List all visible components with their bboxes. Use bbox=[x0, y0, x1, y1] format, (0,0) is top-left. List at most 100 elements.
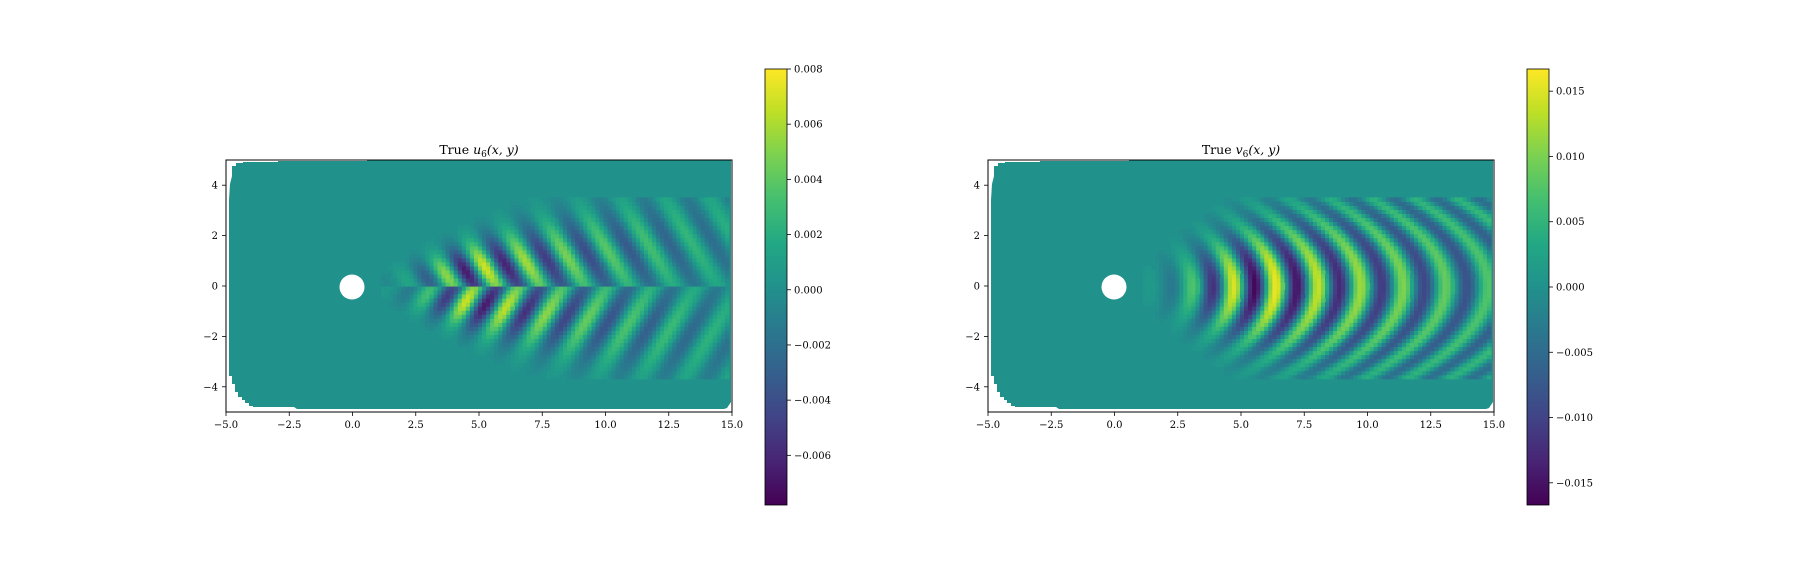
field-cell bbox=[648, 201, 653, 206]
field-cell bbox=[660, 201, 665, 206]
field-cell bbox=[567, 314, 572, 319]
field-cell bbox=[1308, 294, 1314, 299]
field-cell bbox=[1276, 338, 1282, 344]
field-cell bbox=[1227, 358, 1233, 364]
field-cell bbox=[1195, 338, 1201, 344]
field-cell bbox=[473, 241, 479, 247]
field-cell bbox=[615, 257, 621, 263]
field-cell bbox=[1248, 290, 1253, 295]
field-cell bbox=[615, 338, 621, 344]
field-cell bbox=[498, 358, 503, 364]
field-cell bbox=[1244, 362, 1249, 368]
field-cell bbox=[648, 221, 653, 227]
field-cell bbox=[643, 205, 649, 210]
field-cell bbox=[716, 257, 722, 263]
field-cell bbox=[1260, 286, 1265, 291]
field-cell bbox=[1320, 370, 1326, 376]
field-cell bbox=[1296, 265, 1302, 271]
field-cell bbox=[494, 350, 499, 356]
field-cell bbox=[1304, 257, 1310, 263]
field-cell bbox=[720, 217, 726, 223]
field-cell bbox=[619, 286, 625, 291]
field-cell bbox=[1333, 205, 1338, 210]
field-cell bbox=[648, 265, 653, 271]
field-cell bbox=[1183, 334, 1188, 340]
field-cell bbox=[534, 354, 540, 360]
field-cell bbox=[571, 290, 576, 295]
field-cell bbox=[1329, 374, 1334, 380]
field-cell bbox=[716, 213, 722, 219]
field-cell bbox=[1227, 354, 1233, 360]
field-cell bbox=[700, 362, 706, 368]
field-cell bbox=[643, 201, 649, 206]
field-cell bbox=[1272, 245, 1278, 251]
field-cell bbox=[1333, 245, 1338, 251]
field-cell bbox=[696, 306, 702, 311]
field-cell bbox=[473, 290, 479, 295]
field-cell bbox=[652, 362, 657, 368]
field-cell bbox=[1252, 350, 1257, 356]
field-cell bbox=[1304, 205, 1310, 210]
field-cell bbox=[469, 318, 475, 323]
field-cell bbox=[1260, 346, 1265, 352]
field-cell bbox=[1329, 233, 1334, 239]
field-cell bbox=[1223, 237, 1229, 243]
field-cell bbox=[514, 298, 520, 303]
field-cell bbox=[522, 253, 528, 259]
field-cell bbox=[607, 346, 613, 352]
field-cell bbox=[490, 229, 495, 235]
field-cell bbox=[1239, 277, 1245, 283]
field-cell bbox=[417, 265, 422, 271]
field-cell bbox=[660, 253, 665, 259]
field-cell bbox=[429, 290, 435, 295]
field-cell bbox=[1349, 310, 1354, 315]
field-cell bbox=[619, 277, 625, 283]
field-cell bbox=[656, 217, 661, 223]
field-cell bbox=[1248, 318, 1253, 323]
field-cell bbox=[648, 314, 653, 319]
field-cell bbox=[656, 209, 661, 215]
field-cell bbox=[648, 217, 653, 223]
field-cell bbox=[425, 310, 431, 315]
field-cell bbox=[692, 237, 698, 243]
field-cell bbox=[413, 310, 418, 315]
field-cell bbox=[619, 358, 625, 364]
field-cell bbox=[643, 330, 649, 335]
field-cell bbox=[652, 225, 657, 231]
field-cell bbox=[676, 209, 681, 215]
field-cell bbox=[648, 249, 653, 255]
field-cell bbox=[1288, 318, 1294, 323]
field-cell bbox=[445, 330, 451, 335]
field-cell bbox=[1264, 197, 1269, 202]
field-cell bbox=[724, 245, 730, 251]
field-cell bbox=[1272, 346, 1278, 352]
field-cell bbox=[1329, 213, 1334, 219]
field-cell bbox=[522, 354, 528, 360]
field-cell bbox=[461, 249, 467, 255]
field-cell bbox=[388, 281, 394, 287]
field-cell bbox=[607, 229, 613, 235]
field-cell bbox=[453, 286, 459, 291]
field-cell bbox=[1231, 318, 1237, 323]
field-cell bbox=[1159, 298, 1164, 303]
field-cell bbox=[571, 225, 576, 231]
field-cell bbox=[1219, 221, 1225, 227]
field-cell bbox=[1365, 330, 1371, 335]
field-cell bbox=[1361, 358, 1367, 364]
field-cell bbox=[522, 342, 528, 348]
field-cell bbox=[1288, 370, 1294, 376]
field-cell bbox=[1171, 322, 1176, 327]
field-cell bbox=[1256, 310, 1261, 315]
field-cell bbox=[1280, 253, 1286, 259]
field-cell bbox=[1349, 338, 1354, 344]
field-cell bbox=[1304, 217, 1310, 223]
field-cell bbox=[664, 197, 669, 202]
field-cell bbox=[546, 286, 552, 291]
field-cell bbox=[1159, 273, 1164, 279]
field-cell bbox=[514, 257, 520, 263]
field-cell bbox=[1349, 205, 1354, 210]
field-cell bbox=[1260, 273, 1265, 279]
field-cell bbox=[550, 237, 556, 243]
field-cell bbox=[700, 286, 706, 291]
field-cell bbox=[1341, 265, 1346, 271]
